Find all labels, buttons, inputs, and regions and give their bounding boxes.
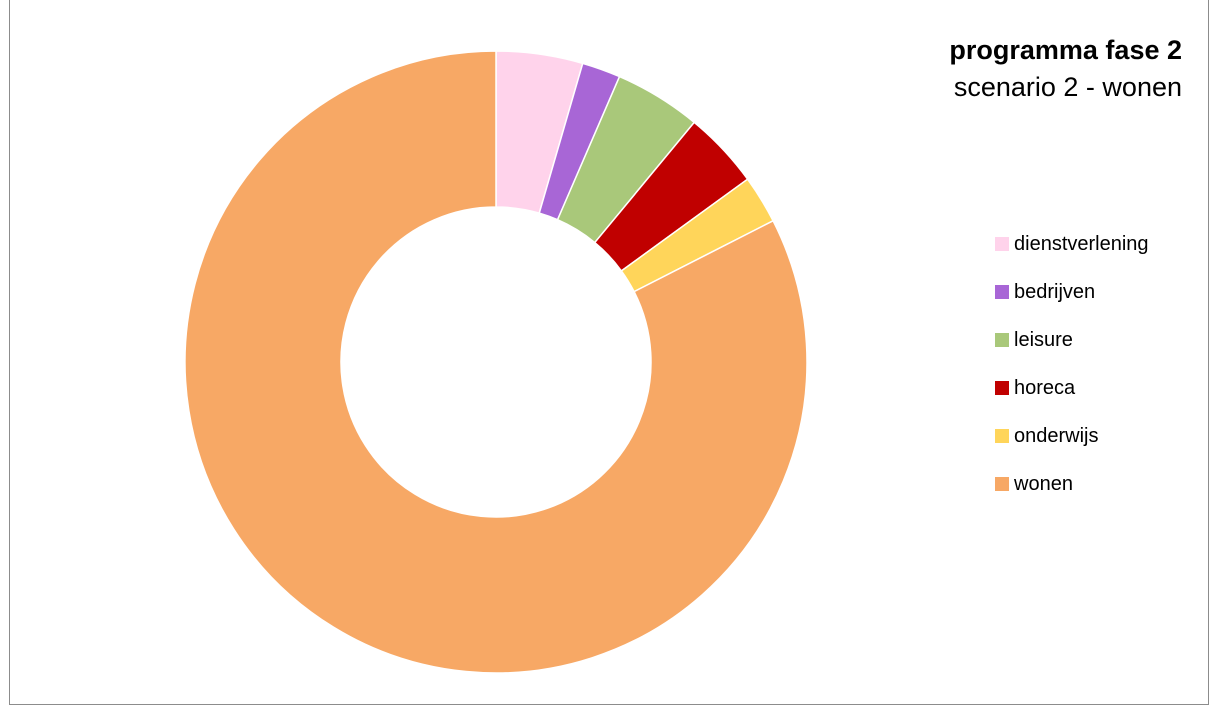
legend-swatch bbox=[995, 237, 1009, 251]
legend-label: bedrijven bbox=[1014, 280, 1096, 303]
legend-item: wonen bbox=[995, 468, 1149, 500]
chart-subtitle: scenario 2 - wonen bbox=[953, 72, 1182, 102]
legend: dienstverlening bedrijven leisure horeca… bbox=[995, 228, 1149, 516]
chart-title: programma fase 2 bbox=[949, 35, 1182, 65]
legend-swatch bbox=[995, 381, 1009, 395]
legend-item: dienstverlening bbox=[995, 228, 1149, 260]
donut-slice-wonen bbox=[184, 50, 808, 674]
legend-swatch bbox=[995, 477, 1009, 491]
legend-label: onderwijs bbox=[1014, 424, 1099, 447]
legend-label: dienstverlening bbox=[1014, 232, 1149, 255]
legend-label: horeca bbox=[1014, 376, 1076, 399]
legend-item: horeca bbox=[995, 372, 1149, 404]
legend-item: onderwijs bbox=[995, 420, 1149, 452]
legend-item: bedrijven bbox=[995, 276, 1149, 308]
donut-chart bbox=[184, 50, 808, 674]
legend-swatch bbox=[995, 429, 1009, 443]
chart-area: programma fase 2 scenario 2 - wonen dien… bbox=[9, 0, 1209, 705]
legend-item: leisure bbox=[995, 324, 1149, 356]
title-block: programma fase 2 scenario 2 - wonen bbox=[949, 32, 1182, 106]
legend-swatch bbox=[995, 285, 1009, 299]
legend-label: wonen bbox=[1014, 472, 1073, 495]
legend-swatch bbox=[995, 333, 1009, 347]
legend-label: leisure bbox=[1014, 328, 1073, 351]
